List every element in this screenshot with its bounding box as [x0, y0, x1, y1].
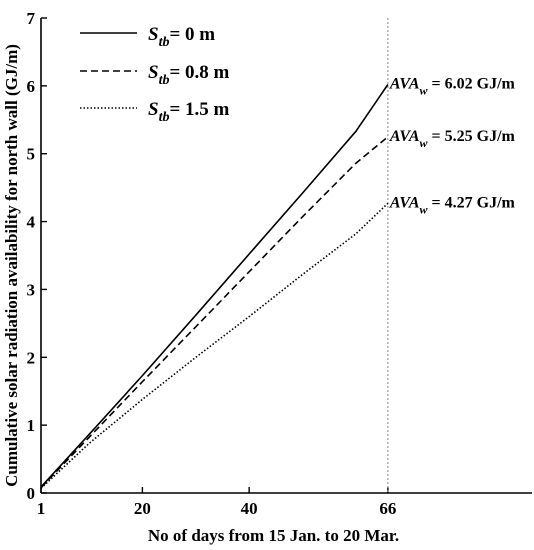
annotations: AVAw = 6.02 GJ/m AVAw = 5.25 GJ/m AVAw = 4…	[389, 76, 516, 217]
legend-label-1: Stb= 0 m	[148, 24, 215, 50]
legend: Stb= 0 m Stb= 0.8 m Stb= 1.5 m	[80, 24, 230, 125]
legend-label-2: Stb= 0.8 m	[148, 62, 230, 88]
y-tick-label: 2	[27, 348, 36, 367]
x-tick-label: 20	[134, 499, 151, 518]
y-tick-label: 4	[27, 213, 36, 232]
y-tick-label: 3	[27, 280, 36, 299]
y-tick-label: 7	[27, 9, 36, 28]
annotation-1: AVAw = 6.02 GJ/m	[389, 76, 516, 98]
series-group	[40, 84, 389, 489]
x-axis-label: No of days from 15 Jan. to 20 Mar.	[148, 526, 399, 545]
x-tick-label: 1	[37, 499, 46, 518]
y-axis-label: Cumulative solar radiation availability …	[2, 44, 21, 487]
annotation-2: AVAw = 5.25 GJ/m	[389, 128, 516, 150]
series-line-1	[40, 84, 389, 488]
x-tick-label: 66	[379, 499, 396, 518]
y-tick-label: 0	[27, 484, 36, 503]
y-tick-label: 5	[27, 145, 36, 164]
y-tick-label: 6	[27, 77, 36, 96]
y-tick-label: 1	[27, 416, 36, 435]
x-tick-label: 40	[241, 499, 258, 518]
legend-label-3: Stb= 1.5 m	[148, 99, 230, 125]
series-line-2	[40, 136, 389, 489]
series-line-3	[40, 202, 389, 489]
annotation-3: AVAw = 4.27 GJ/m	[389, 194, 516, 216]
